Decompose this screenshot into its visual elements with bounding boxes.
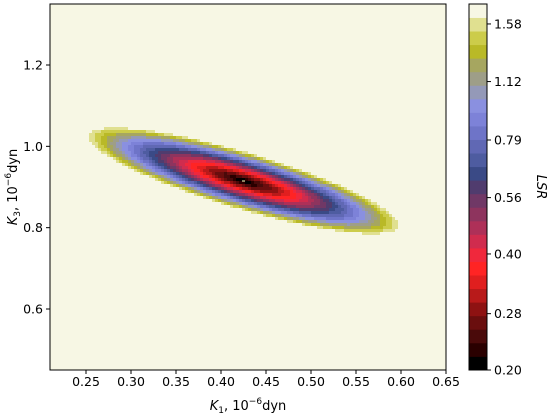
contour-field	[50, 4, 447, 371]
